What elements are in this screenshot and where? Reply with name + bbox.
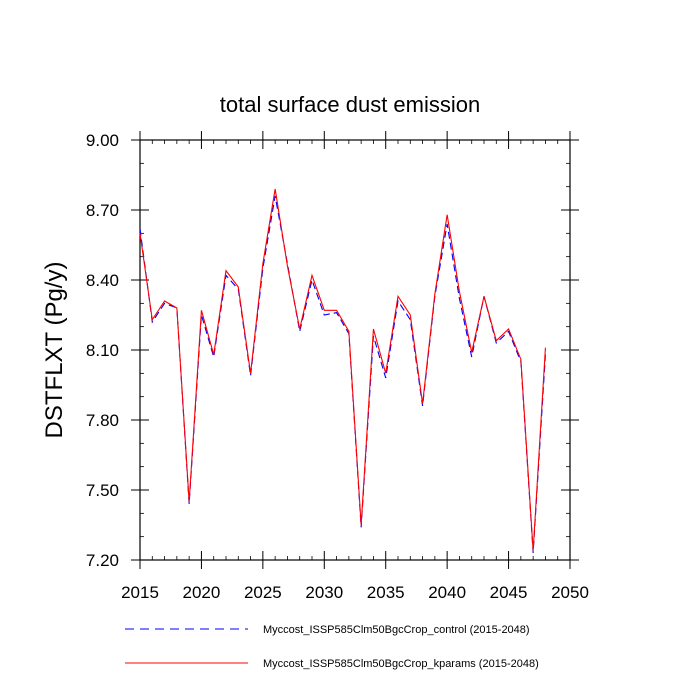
x-tick-label: 2025 <box>244 583 282 602</box>
y-tick-label: 9.00 <box>86 131 119 150</box>
chart-title: total surface dust emission <box>220 92 480 117</box>
legend: Myccost_ISSP585Clm50BgcCrop_control (201… <box>125 624 539 670</box>
plot-frame <box>139 139 571 561</box>
series-line-1 <box>139 195 546 554</box>
legend-label-1: Myccost_ISSP585Clm50BgcCrop_control (201… <box>263 624 530 636</box>
axis-ticks <box>131 131 579 569</box>
y-axis-label: DSTFLXT (Pg/y) <box>41 262 68 439</box>
x-tick-label: 2020 <box>183 583 221 602</box>
x-tick-label: 2015 <box>121 583 159 602</box>
series-lines <box>139 188 546 554</box>
y-tick-label: 8.10 <box>86 341 119 360</box>
y-tick-label: 7.50 <box>86 481 119 500</box>
x-tick-label: 2035 <box>367 583 405 602</box>
legend-label-2: Myccost_ISSP585Clm50BgcCrop_kparams (201… <box>263 658 539 670</box>
x-tick-label: 2040 <box>428 583 466 602</box>
y-tick-label: 7.20 <box>86 551 119 570</box>
x-tick-label: 2045 <box>490 583 528 602</box>
y-tick-label: 8.40 <box>86 271 119 290</box>
y-tick-label: 8.70 <box>86 201 119 220</box>
x-tick-label: 2050 <box>551 583 589 602</box>
y-tick-labels: 7.20 7.50 7.80 8.10 8.40 8.70 9.00 <box>86 131 119 570</box>
x-tick-label: 2030 <box>305 583 343 602</box>
x-tick-labels: 2015 2020 2025 2030 2035 2040 2045 2050 <box>121 583 589 602</box>
y-tick-label: 7.80 <box>86 411 119 430</box>
series-line-2 <box>139 188 546 551</box>
